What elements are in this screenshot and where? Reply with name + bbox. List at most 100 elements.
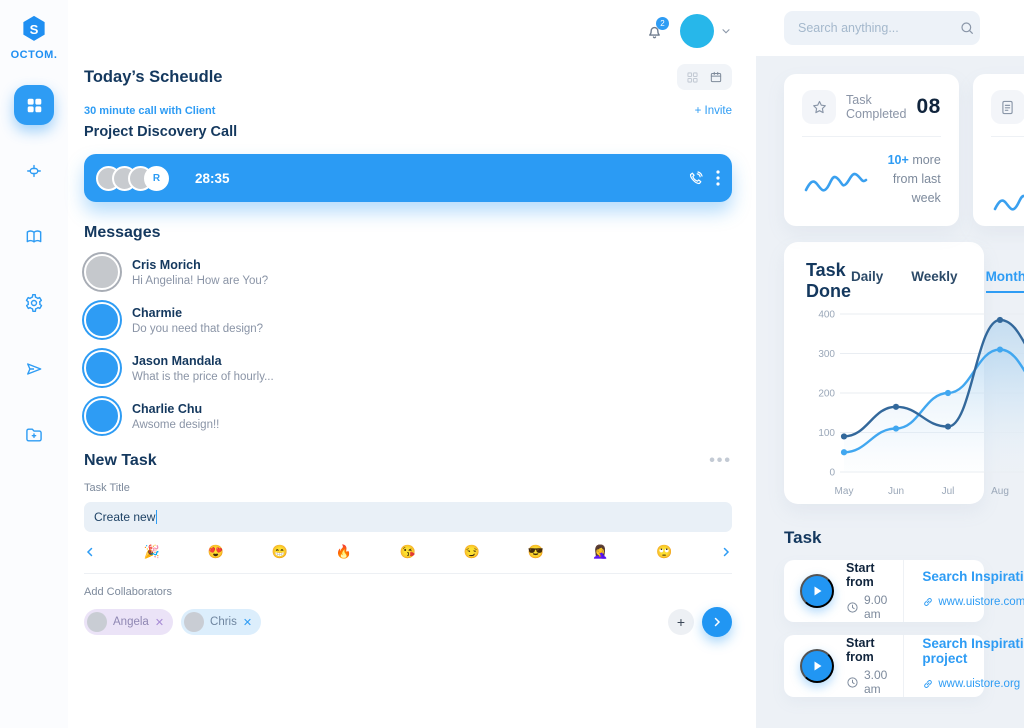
play-button[interactable] [800,574,834,608]
call-participants: R [96,165,169,191]
emoji-option[interactable]: 😘 [399,544,417,559]
sidebar-item-tasks[interactable] [14,151,54,191]
emoji-option[interactable]: 🔥 [335,544,353,559]
stat-cards: Task Completed 08 10+ more from last week… [784,74,1024,226]
message-text: Do you need that design? [132,322,264,335]
dashboard-grid-icon [26,97,43,114]
search-icon[interactable] [959,20,975,36]
task-row: Start from 9.00 am Search Inspiration fo… [784,560,1024,622]
chevron-right-icon[interactable] [720,546,732,558]
collaborator-name: Chris [210,616,237,628]
svg-text:Aug: Aug [991,486,1009,497]
task-time: 9.00 am [864,593,888,621]
svg-text:300: 300 [818,349,835,360]
task-url-link[interactable]: www.uistore.com [922,596,1024,608]
link-icon [922,678,934,690]
collaborator-avatar [87,612,107,632]
message-item[interactable]: Jason Mandala What is the price of hourl… [84,350,732,386]
event-title: Project Discovery Call [84,124,238,140]
svg-text:100: 100 [818,428,835,439]
emoji-option[interactable]: 😍 [207,544,225,559]
phone-call-icon[interactable] [687,170,704,187]
sidebar-item-dashboard[interactable] [14,85,54,125]
stat-card-task-completed: Task Completed 08 10+ more from last week [784,74,959,226]
chevron-left-icon[interactable] [84,546,96,558]
start-from-label: Start from [846,561,875,589]
collaborators-label: Add Collaborators [84,586,173,598]
emoji-option[interactable]: 🤦‍♀️ [591,544,609,559]
emoji-option[interactable]: 😏 [463,544,481,559]
message-name: Charlie Chu [132,401,203,416]
tab-daily[interactable]: Daily [851,269,884,284]
task-url-link[interactable]: www.uistore.org [922,678,1020,690]
emoji-option[interactable]: 🎉 [143,544,161,559]
svg-text:0: 0 [829,468,835,479]
message-text: What is the price of hourly... [132,370,274,383]
start-from-label: Start from [846,636,875,664]
tab-weekly[interactable]: Weekly [911,269,958,284]
send-icon [24,359,44,379]
sidebar-item-library[interactable] [14,217,54,257]
sidebar-item-send[interactable] [14,349,54,389]
grid-view-icon[interactable] [686,71,699,84]
add-collaborator-button[interactable]: + [668,609,694,635]
document-icon [990,90,1024,124]
task-done-chart: 0100200300400MayJunJulAugSepOctNovDecJan… [806,302,1024,502]
message-avatar [84,398,120,434]
calendar-view-icon[interactable] [709,70,723,84]
play-button[interactable] [800,649,834,683]
emoji-picker-row: 🎉 😍 😁 🔥 😘 😏 😎 🤦‍♀️ 🙄 [84,544,732,560]
sidebar-item-projects[interactable] [14,415,54,455]
clock-icon [846,676,859,689]
stat-label: Task Completed [846,93,907,121]
clock-icon [846,601,859,614]
task-title-link[interactable]: Search Inspiration for project [922,568,1024,584]
task-title-input[interactable]: Create new [84,502,732,532]
task-time: 3.00 am [864,668,888,696]
link-icon [922,596,934,608]
search-input[interactable] [798,21,959,35]
user-menu[interactable] [680,14,732,48]
svg-text:May: May [835,486,854,497]
emoji-option[interactable]: 😁 [271,544,289,559]
sidebar-item-settings[interactable] [14,283,54,323]
emoji-option[interactable]: 🙄 [655,544,673,559]
task-title-link[interactable]: Search Inspiration for project [922,636,1024,666]
collaborator-name: Angela [113,616,149,628]
message-avatar [84,302,120,338]
top-header [756,0,1024,56]
user-avatar[interactable] [680,14,714,48]
emoji-option[interactable]: 😎 [527,544,545,559]
svg-text:Jul: Jul [942,486,955,497]
text-caret [156,510,158,524]
sidebar: S OCTOM. [0,0,68,728]
message-item[interactable]: Charlie Chu Awsome design!! [84,398,732,434]
notifications-button[interactable]: 2 [645,16,669,41]
folder-add-icon [24,425,44,445]
collaborator-avatar [184,612,205,632]
call-timer: 28:35 [195,170,230,186]
more-options-icon[interactable]: ••• [709,452,732,469]
search-bar[interactable] [784,11,980,45]
svg-text:400: 400 [818,310,835,321]
remove-collaborator-icon[interactable]: ✕ [242,616,253,629]
schedule-title: Today’s Scheudle [84,67,223,86]
trend-sparkline [802,157,874,201]
message-item[interactable]: Cris Morich Hi Angelina! How are You? [84,254,732,290]
brand-name: OCTOM. [10,49,58,61]
invite-button[interactable]: + Invite [694,105,732,117]
collaborators-row: Angela ✕ Chris ✕ + [84,607,732,637]
message-item[interactable]: Charmie Do you need that design? [84,302,732,338]
remove-collaborator-icon[interactable]: ✕ [154,616,165,629]
participant-avatar-letter: R [144,165,169,191]
message-name: Charmie [132,305,183,320]
call-card: R 28:35 [84,154,732,202]
message-avatar [84,254,120,290]
tab-monthly[interactable]: Monthly [985,269,1024,293]
message-text: Hi Angelina! How are You? [132,274,269,287]
notification-badge: 2 [656,16,669,30]
kebab-menu-icon[interactable] [716,170,720,186]
submit-task-button[interactable] [702,607,732,637]
message-name: Cris Morich [132,257,201,272]
